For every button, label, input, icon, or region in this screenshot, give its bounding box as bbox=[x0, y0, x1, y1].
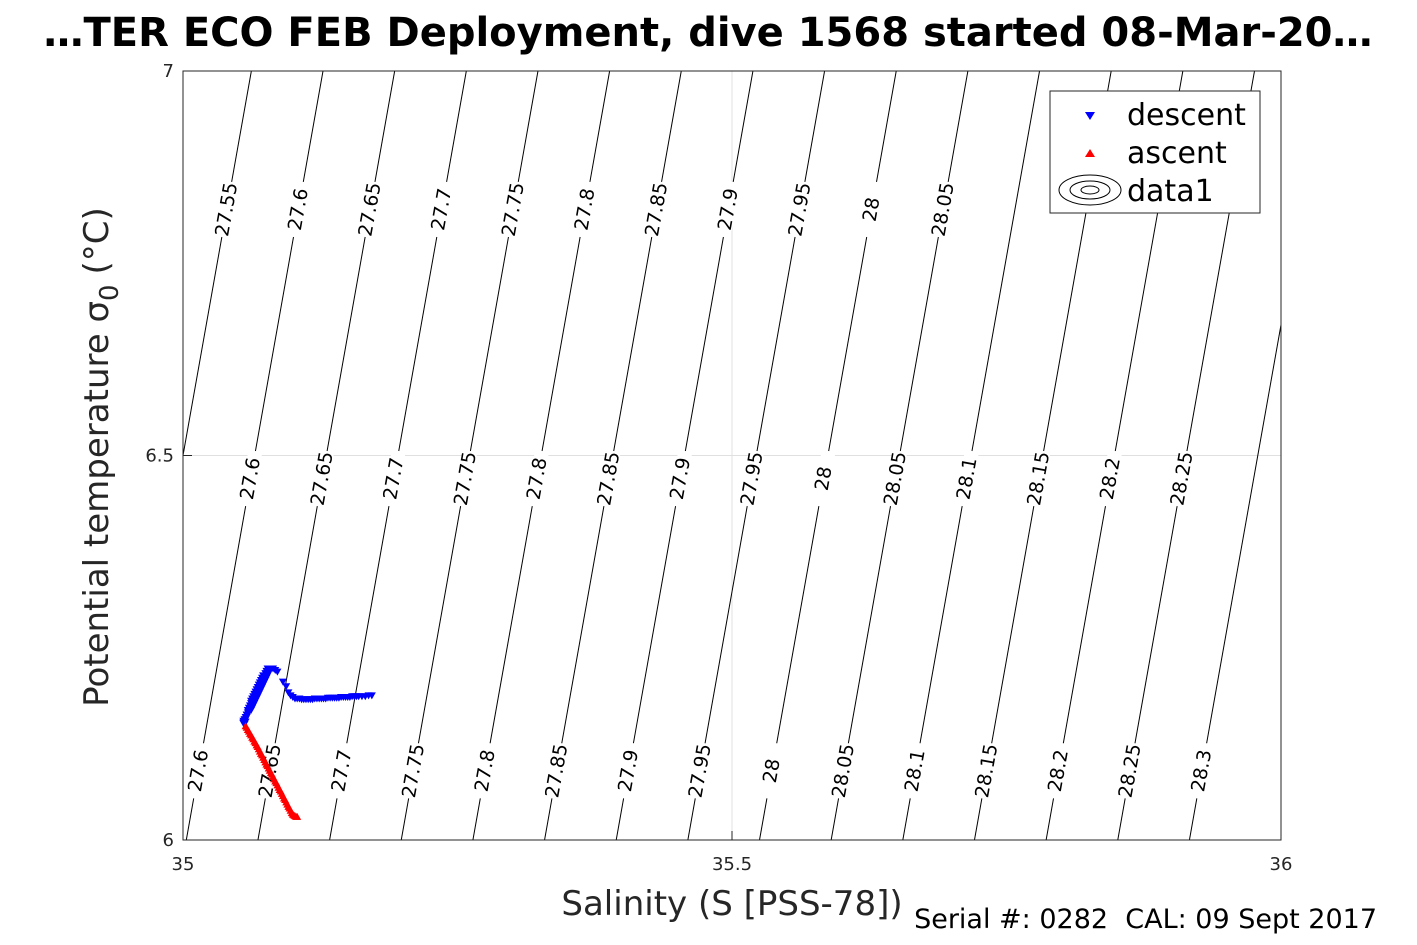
chart-title: …TER ECO FEB Deployment, dive 1568 start… bbox=[43, 10, 1372, 56]
contour-label-gap-middle-13 bbox=[1026, 449, 1051, 508]
y-tick-label-0: 6 bbox=[163, 830, 174, 851]
contour-label-gap-middle-15 bbox=[1170, 449, 1194, 508]
contour-label-gap-top-2 bbox=[214, 180, 239, 239]
contour-label-gap-top-10 bbox=[788, 180, 812, 239]
y-axis-label-subscript: 0 bbox=[95, 284, 125, 301]
contour-label-gap-bottom-5 bbox=[473, 741, 498, 800]
footer-serial-cal: Serial #: 0282 CAL: 09 Sept 2017 bbox=[914, 904, 1377, 935]
data-points bbox=[239, 665, 376, 820]
contour-label-gap-middle-10 bbox=[811, 449, 836, 508]
contour-label-gap-top-7 bbox=[573, 180, 597, 239]
y-tick-label-2: 7 bbox=[163, 61, 174, 82]
svg-text:Potential temperature σ0(°C): Potential temperature σ0 (°C) bbox=[77, 207, 125, 707]
contour-label-gap-bottom-10 bbox=[831, 741, 856, 800]
x-tick-label-2: 36 bbox=[1270, 854, 1293, 875]
contour-label-gap-bottom-9 bbox=[760, 741, 784, 800]
contour-label-gap-middle-14 bbox=[1098, 449, 1123, 508]
contour-label-gap-middle-2 bbox=[238, 449, 263, 508]
y-axis-label-unit: (°C) bbox=[77, 207, 117, 274]
descent-point-94 bbox=[367, 692, 376, 700]
contour-label-gap-bottom-13 bbox=[1046, 741, 1071, 800]
contour-label-gap-middle-11 bbox=[883, 449, 908, 508]
x-tick-label-0: 35 bbox=[172, 854, 195, 875]
contour-label-top-11: 28 bbox=[859, 196, 885, 224]
legend-ascent-label: ascent bbox=[1127, 136, 1227, 171]
x-axis-label: Salinity (S [PSS-78]) bbox=[561, 884, 902, 924]
contour-label-gap-middle-12 bbox=[955, 449, 979, 508]
contour-label-gap-top-9 bbox=[716, 180, 741, 239]
isopycnal-28.3 bbox=[1188, 322, 1281, 840]
contour-label-gap-bottom-1 bbox=[186, 741, 211, 800]
contour-label-gap-top-6 bbox=[501, 180, 526, 239]
legend-ascent-marker bbox=[1085, 149, 1095, 157]
legend-descent-marker bbox=[1085, 112, 1095, 120]
contour-label-gap-middle-6 bbox=[525, 449, 549, 508]
y-axis-label-main: Potential temperature σ bbox=[77, 301, 117, 707]
density-contour-labels: 27.55 27.6 27.65 27.7 27.75 27.8 27.85 27.9 27.9… bbox=[184, 180, 1216, 800]
contour-label-gap-middle-3 bbox=[310, 449, 334, 508]
contour-label-gap-bottom-12 bbox=[974, 741, 999, 800]
contour-label-gap-top-12 bbox=[931, 180, 956, 239]
contour-label-middle-10: 28 bbox=[811, 465, 837, 493]
contour-label-gap-middle-4 bbox=[382, 449, 406, 508]
contour-label-gap-bottom-6 bbox=[545, 741, 569, 800]
legend-box bbox=[1049, 90, 1261, 214]
contour-label-gap-top-4 bbox=[358, 180, 382, 239]
y-tick-label-1: 6.5 bbox=[145, 446, 174, 467]
x-tick-label-1: 35.5 bbox=[712, 854, 752, 875]
descent-point-56 bbox=[278, 678, 287, 686]
legend: descent ascent data1 bbox=[1049, 90, 1261, 214]
contour-label-gap-bottom-3 bbox=[330, 741, 354, 800]
descent-point-57 bbox=[282, 683, 291, 691]
contour-label-gap-middle-7 bbox=[597, 449, 621, 508]
y-axis-label: Potential temperature σ0 (°C) bbox=[77, 207, 125, 707]
contour-label-gap-middle-5 bbox=[453, 449, 478, 508]
contour-label-gap-bottom-14 bbox=[1118, 741, 1142, 800]
legend-contour-icon bbox=[1058, 174, 1122, 206]
contour-label-gap-top-5 bbox=[429, 180, 454, 239]
contour-label-bottom-9: 28 bbox=[759, 757, 785, 785]
contour-label-gap-middle-8 bbox=[668, 449, 693, 508]
contour-label-gap-bottom-7 bbox=[616, 741, 641, 800]
contour-label-gap-top-11 bbox=[859, 180, 884, 239]
contour-label-gap-top-3 bbox=[286, 180, 311, 239]
descent-point-55 bbox=[273, 668, 282, 676]
axis-ticks: 35 35.5 36 6 6.5 7 bbox=[145, 61, 1292, 875]
contour-label-gap-top-8 bbox=[644, 180, 669, 239]
contour-label-gap-bottom-11 bbox=[903, 741, 927, 800]
contour-label-gap-bottom-15 bbox=[1189, 741, 1214, 800]
contour-label-gap-bottom-4 bbox=[401, 741, 426, 800]
ascent-point-47 bbox=[293, 812, 302, 820]
legend-descent-label: descent bbox=[1127, 98, 1246, 133]
legend-data1-label: data1 bbox=[1127, 174, 1214, 209]
contour-label-gap-middle-9 bbox=[740, 449, 764, 508]
contour-label-gap-bottom-8 bbox=[688, 741, 712, 800]
